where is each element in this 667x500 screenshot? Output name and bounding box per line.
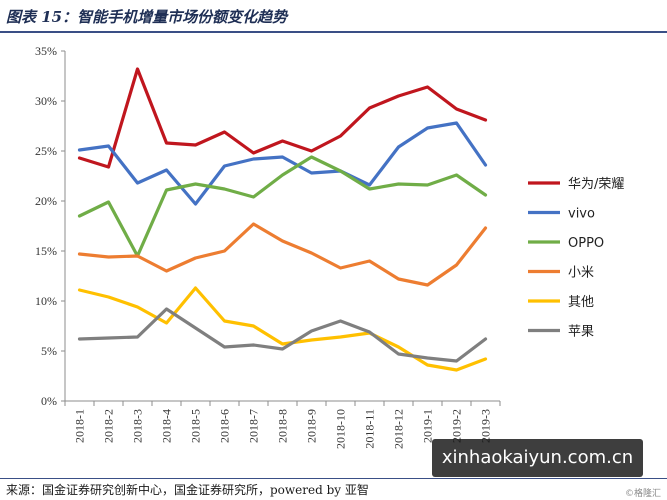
source-note: 来源：国金证券研究创新中心，国金证券研究所，powered by 亚智 bbox=[6, 483, 369, 497]
x-tick-label: 2018-9 bbox=[305, 409, 319, 443]
y-tick-label: 25% bbox=[35, 144, 57, 158]
series-line bbox=[77, 121, 488, 206]
x-tick-label: 2018-5 bbox=[189, 409, 203, 443]
x-tick-label: 2019-3 bbox=[479, 409, 493, 443]
x-tick-label: 2018-8 bbox=[276, 409, 290, 443]
y-tick-label: 30% bbox=[35, 94, 57, 108]
chart-title: 图表 15：智能手机增量市场份额变化趋势 bbox=[6, 8, 288, 26]
y-tick-label: 35% bbox=[35, 44, 57, 58]
x-tick-label: 2018-4 bbox=[160, 409, 174, 443]
y-tick-label: 0% bbox=[41, 394, 57, 408]
x-tick-label: 2019-2 bbox=[450, 409, 464, 443]
site-watermark: xinhaokaiyun.com.cn bbox=[432, 439, 643, 477]
legend-label: 小米 bbox=[568, 266, 594, 281]
series-line bbox=[77, 155, 488, 258]
series-line bbox=[77, 222, 488, 287]
x-tick-label: 2018-2 bbox=[102, 409, 116, 443]
footer-divider bbox=[0, 478, 667, 479]
y-tick-label: 10% bbox=[35, 294, 57, 308]
legend-label: 苹果 bbox=[568, 325, 594, 340]
corner-watermark: ©格隆汇 bbox=[624, 489, 661, 499]
legend-label: 华为/荣耀 bbox=[568, 177, 624, 192]
title-divider bbox=[0, 31, 667, 33]
x-tick-label: 2018-7 bbox=[247, 409, 261, 443]
series-line bbox=[77, 67, 488, 169]
legend-label: vivo bbox=[568, 207, 595, 222]
x-tick-label: 2019-1 bbox=[421, 409, 435, 443]
series-line bbox=[77, 307, 488, 363]
x-tick-label: 2018-3 bbox=[131, 409, 145, 443]
legend-label: 其他 bbox=[568, 295, 594, 310]
x-tick-label: 2018-11 bbox=[363, 409, 377, 449]
x-tick-label: 2018-12 bbox=[392, 409, 406, 449]
y-tick-label: 20% bbox=[35, 194, 57, 208]
series-line bbox=[77, 286, 488, 372]
legend-label: OPPO bbox=[568, 236, 604, 251]
x-tick-label: 2018-6 bbox=[218, 409, 232, 443]
y-tick-label: 15% bbox=[35, 244, 57, 258]
y-tick-label: 5% bbox=[41, 344, 57, 358]
x-tick-label: 2018-1 bbox=[73, 409, 87, 443]
x-tick-label: 2018-10 bbox=[334, 409, 348, 449]
